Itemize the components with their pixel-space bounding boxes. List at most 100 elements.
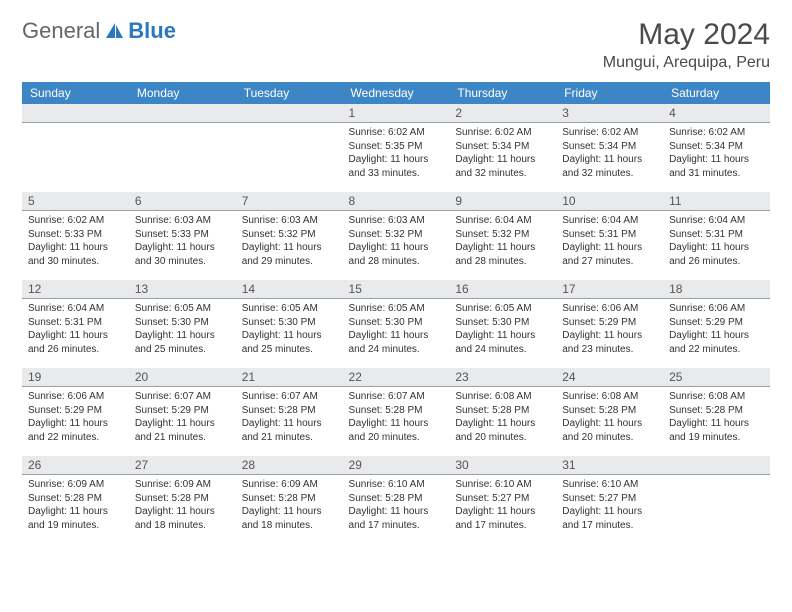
calendar-cell: 3Sunrise: 6:02 AMSunset: 5:34 PMDaylight… — [556, 104, 663, 192]
day-number — [22, 104, 129, 123]
daylight-line: Daylight: 11 hours and 33 minutes. — [349, 153, 444, 180]
day-number: 19 — [22, 368, 129, 387]
day-details: Sunrise: 6:06 AMSunset: 5:29 PMDaylight:… — [663, 299, 770, 362]
sunrise-line: Sunrise: 6:09 AM — [135, 478, 230, 492]
sunset-line: Sunset: 5:31 PM — [562, 228, 657, 242]
day-details: Sunrise: 6:08 AMSunset: 5:28 PMDaylight:… — [556, 387, 663, 450]
calendar-cell: 25Sunrise: 6:08 AMSunset: 5:28 PMDayligh… — [663, 368, 770, 456]
sunrise-line: Sunrise: 6:08 AM — [669, 390, 764, 404]
calendar-cell — [129, 104, 236, 192]
day-number: 17 — [556, 280, 663, 299]
sunrise-line: Sunrise: 6:02 AM — [455, 126, 550, 140]
day-details: Sunrise: 6:03 AMSunset: 5:33 PMDaylight:… — [129, 211, 236, 274]
sunset-line: Sunset: 5:28 PM — [242, 404, 337, 418]
sunrise-line: Sunrise: 6:08 AM — [562, 390, 657, 404]
sunrise-line: Sunrise: 6:06 AM — [562, 302, 657, 316]
daylight-line: Daylight: 11 hours and 24 minutes. — [349, 329, 444, 356]
title-block: May 2024 Mungui, Arequipa, Peru — [603, 18, 770, 72]
sunset-line: Sunset: 5:34 PM — [562, 140, 657, 154]
day-details: Sunrise: 6:02 AMSunset: 5:34 PMDaylight:… — [449, 123, 556, 186]
day-number: 22 — [343, 368, 450, 387]
daylight-line: Daylight: 11 hours and 25 minutes. — [135, 329, 230, 356]
day-details: Sunrise: 6:04 AMSunset: 5:31 PMDaylight:… — [22, 299, 129, 362]
daylight-line: Daylight: 11 hours and 17 minutes. — [349, 505, 444, 532]
day-number: 1 — [343, 104, 450, 123]
calendar-head: SundayMondayTuesdayWednesdayThursdayFrid… — [22, 82, 770, 104]
sunset-line: Sunset: 5:32 PM — [349, 228, 444, 242]
day-number: 18 — [663, 280, 770, 299]
day-details: Sunrise: 6:03 AMSunset: 5:32 PMDaylight:… — [236, 211, 343, 274]
sunset-line: Sunset: 5:34 PM — [669, 140, 764, 154]
day-number: 3 — [556, 104, 663, 123]
day-number: 13 — [129, 280, 236, 299]
day-details — [22, 123, 129, 132]
sunset-line: Sunset: 5:30 PM — [349, 316, 444, 330]
day-details: Sunrise: 6:09 AMSunset: 5:28 PMDaylight:… — [236, 475, 343, 538]
day-number: 14 — [236, 280, 343, 299]
day-number — [663, 456, 770, 475]
calendar-cell: 26Sunrise: 6:09 AMSunset: 5:28 PMDayligh… — [22, 456, 129, 544]
weekday-header: Sunday — [22, 82, 129, 104]
sunset-line: Sunset: 5:30 PM — [242, 316, 337, 330]
sunset-line: Sunset: 5:33 PM — [135, 228, 230, 242]
sunset-line: Sunset: 5:28 PM — [669, 404, 764, 418]
calendar-cell: 28Sunrise: 6:09 AMSunset: 5:28 PMDayligh… — [236, 456, 343, 544]
sunset-line: Sunset: 5:28 PM — [349, 492, 444, 506]
sunrise-line: Sunrise: 6:09 AM — [28, 478, 123, 492]
day-details: Sunrise: 6:07 AMSunset: 5:29 PMDaylight:… — [129, 387, 236, 450]
calendar-cell — [663, 456, 770, 544]
daylight-line: Daylight: 11 hours and 30 minutes. — [135, 241, 230, 268]
day-number: 8 — [343, 192, 450, 211]
day-details: Sunrise: 6:05 AMSunset: 5:30 PMDaylight:… — [129, 299, 236, 362]
calendar-cell: 8Sunrise: 6:03 AMSunset: 5:32 PMDaylight… — [343, 192, 450, 280]
sunrise-line: Sunrise: 6:06 AM — [669, 302, 764, 316]
day-details: Sunrise: 6:04 AMSunset: 5:32 PMDaylight:… — [449, 211, 556, 274]
calendar-cell: 16Sunrise: 6:05 AMSunset: 5:30 PMDayligh… — [449, 280, 556, 368]
day-number: 15 — [343, 280, 450, 299]
sunset-line: Sunset: 5:28 PM — [242, 492, 337, 506]
day-details: Sunrise: 6:02 AMSunset: 5:35 PMDaylight:… — [343, 123, 450, 186]
day-details: Sunrise: 6:10 AMSunset: 5:28 PMDaylight:… — [343, 475, 450, 538]
daylight-line: Daylight: 11 hours and 18 minutes. — [242, 505, 337, 532]
day-number: 12 — [22, 280, 129, 299]
calendar-cell: 12Sunrise: 6:04 AMSunset: 5:31 PMDayligh… — [22, 280, 129, 368]
day-details: Sunrise: 6:02 AMSunset: 5:34 PMDaylight:… — [556, 123, 663, 186]
calendar-cell: 29Sunrise: 6:10 AMSunset: 5:28 PMDayligh… — [343, 456, 450, 544]
sunset-line: Sunset: 5:28 PM — [455, 404, 550, 418]
sunrise-line: Sunrise: 6:02 AM — [562, 126, 657, 140]
calendar-week: 5Sunrise: 6:02 AMSunset: 5:33 PMDaylight… — [22, 192, 770, 280]
day-details: Sunrise: 6:06 AMSunset: 5:29 PMDaylight:… — [556, 299, 663, 362]
day-details — [236, 123, 343, 132]
daylight-line: Daylight: 11 hours and 29 minutes. — [242, 241, 337, 268]
day-number — [129, 104, 236, 123]
daylight-line: Daylight: 11 hours and 30 minutes. — [28, 241, 123, 268]
daylight-line: Daylight: 11 hours and 19 minutes. — [669, 417, 764, 444]
sunrise-line: Sunrise: 6:03 AM — [135, 214, 230, 228]
sunrise-line: Sunrise: 6:02 AM — [669, 126, 764, 140]
day-number: 7 — [236, 192, 343, 211]
daylight-line: Daylight: 11 hours and 17 minutes. — [455, 505, 550, 532]
daylight-line: Daylight: 11 hours and 28 minutes. — [349, 241, 444, 268]
sunrise-line: Sunrise: 6:10 AM — [562, 478, 657, 492]
sunset-line: Sunset: 5:34 PM — [455, 140, 550, 154]
sunset-line: Sunset: 5:27 PM — [562, 492, 657, 506]
sunrise-line: Sunrise: 6:03 AM — [242, 214, 337, 228]
daylight-line: Daylight: 11 hours and 24 minutes. — [455, 329, 550, 356]
month-title: May 2024 — [603, 18, 770, 52]
day-number: 24 — [556, 368, 663, 387]
day-details: Sunrise: 6:09 AMSunset: 5:28 PMDaylight:… — [22, 475, 129, 538]
daylight-line: Daylight: 11 hours and 31 minutes. — [669, 153, 764, 180]
daylight-line: Daylight: 11 hours and 21 minutes. — [135, 417, 230, 444]
calendar-cell: 17Sunrise: 6:06 AMSunset: 5:29 PMDayligh… — [556, 280, 663, 368]
day-details: Sunrise: 6:07 AMSunset: 5:28 PMDaylight:… — [343, 387, 450, 450]
day-details: Sunrise: 6:03 AMSunset: 5:32 PMDaylight:… — [343, 211, 450, 274]
calendar-cell: 4Sunrise: 6:02 AMSunset: 5:34 PMDaylight… — [663, 104, 770, 192]
calendar-cell: 23Sunrise: 6:08 AMSunset: 5:28 PMDayligh… — [449, 368, 556, 456]
header: General Blue May 2024 Mungui, Arequipa, … — [22, 18, 770, 72]
weekday-header: Friday — [556, 82, 663, 104]
day-details: Sunrise: 6:04 AMSunset: 5:31 PMDaylight:… — [663, 211, 770, 274]
sunset-line: Sunset: 5:30 PM — [135, 316, 230, 330]
sunset-line: Sunset: 5:29 PM — [135, 404, 230, 418]
day-details: Sunrise: 6:02 AMSunset: 5:33 PMDaylight:… — [22, 211, 129, 274]
sunrise-line: Sunrise: 6:04 AM — [669, 214, 764, 228]
